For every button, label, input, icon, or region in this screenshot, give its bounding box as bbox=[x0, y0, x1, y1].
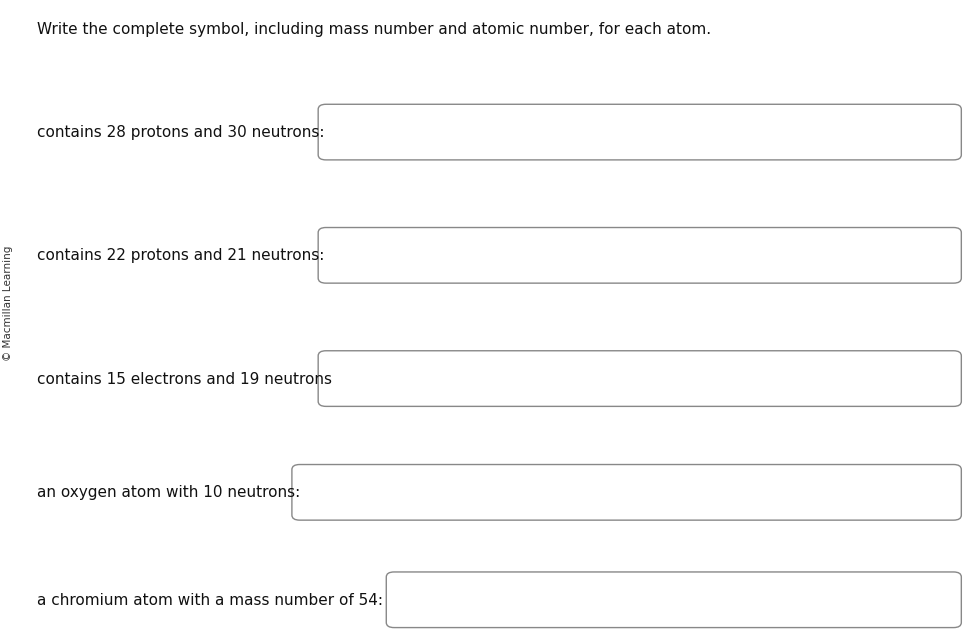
FancyBboxPatch shape bbox=[292, 465, 961, 520]
FancyBboxPatch shape bbox=[318, 104, 961, 160]
Text: contains 22 protons and 21 neutrons:: contains 22 protons and 21 neutrons: bbox=[37, 248, 324, 264]
Text: contains 28 protons and 30 neutrons:: contains 28 protons and 30 neutrons: bbox=[37, 125, 324, 140]
Text: contains 15 electrons and 19 neutrons: contains 15 electrons and 19 neutrons bbox=[37, 372, 332, 387]
Text: © Macmillan Learning: © Macmillan Learning bbox=[3, 246, 13, 361]
FancyBboxPatch shape bbox=[386, 572, 961, 628]
Text: an oxygen atom with 10 neutrons:: an oxygen atom with 10 neutrons: bbox=[37, 485, 301, 501]
FancyBboxPatch shape bbox=[318, 351, 961, 406]
Text: Write the complete symbol, including mass number and atomic number, for each ato: Write the complete symbol, including mas… bbox=[37, 22, 711, 37]
Text: a chromium atom with a mass number of 54:: a chromium atom with a mass number of 54… bbox=[37, 593, 383, 608]
FancyBboxPatch shape bbox=[318, 228, 961, 283]
